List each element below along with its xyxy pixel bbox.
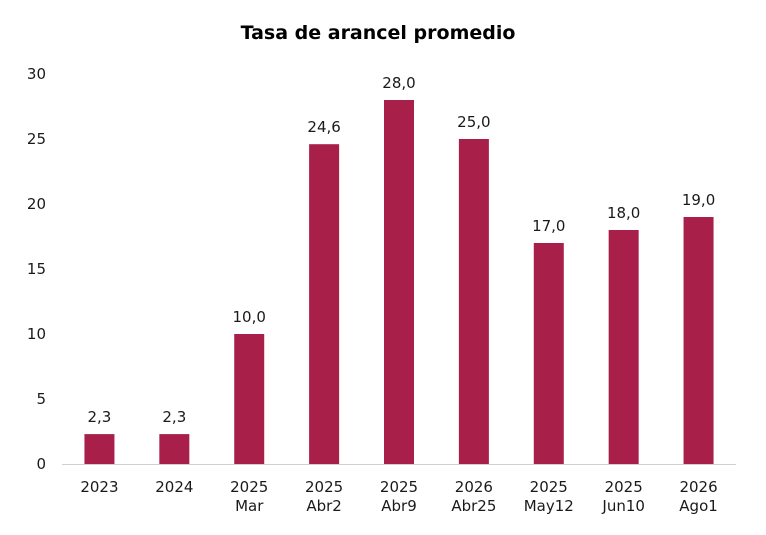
x-tick-label: 2025 May12: [524, 478, 574, 515]
bar: [384, 100, 414, 464]
y-axis-ticks: 0 5 10 15 20 25 30: [27, 65, 46, 473]
bar: [458, 139, 489, 464]
bar: [608, 230, 639, 464]
y-tick-label: 25: [27, 130, 46, 148]
x-tick-label: 2026 Abr25: [451, 478, 496, 515]
bar: [533, 243, 564, 464]
y-tick-label: 30: [27, 65, 46, 83]
y-tick-label: 5: [36, 390, 46, 408]
data-label: 2,3: [162, 408, 186, 426]
bars: [84, 100, 714, 464]
value-labels: 2,3 2,3 10,0 24,6 28,0 25,0 17,0 18,0 19,0: [88, 74, 716, 426]
x-tick-label: 2025 Abr9: [380, 478, 418, 515]
x-tick-label: 2023: [80, 478, 118, 496]
bar: [683, 217, 714, 464]
x-tick-label: 2025 Abr2: [305, 478, 343, 515]
bar: [84, 434, 115, 464]
y-tick-label: 15: [27, 260, 46, 278]
data-label: 24,6: [307, 118, 340, 136]
y-tick-label: 20: [27, 195, 46, 213]
data-label: 19,0: [682, 191, 715, 209]
y-tick-label: 0: [36, 455, 46, 473]
bar: [309, 144, 340, 464]
bar: [234, 334, 265, 464]
data-label: 25,0: [457, 113, 490, 131]
data-label: 10,0: [233, 308, 266, 326]
x-axis-labels: 2023 2024 2025 Mar 2025 Abr2 2025 Abr9 2026 Abr25…: [80, 478, 717, 515]
data-label: 28,0: [382, 74, 415, 92]
x-tick-label: 2025 Jun10: [601, 478, 645, 515]
data-label: 17,0: [532, 217, 565, 235]
x-tick-label: 2024: [155, 478, 193, 496]
chart-title: Tasa de arancel promedio: [240, 22, 516, 44]
data-label: 2,3: [88, 408, 112, 426]
bar: [159, 434, 190, 464]
x-tick-label: 2025 Mar: [230, 478, 268, 515]
data-label: 18,0: [607, 204, 640, 222]
x-tick-label: 2026 Ago1: [679, 478, 718, 515]
y-tick-label: 10: [27, 325, 46, 343]
